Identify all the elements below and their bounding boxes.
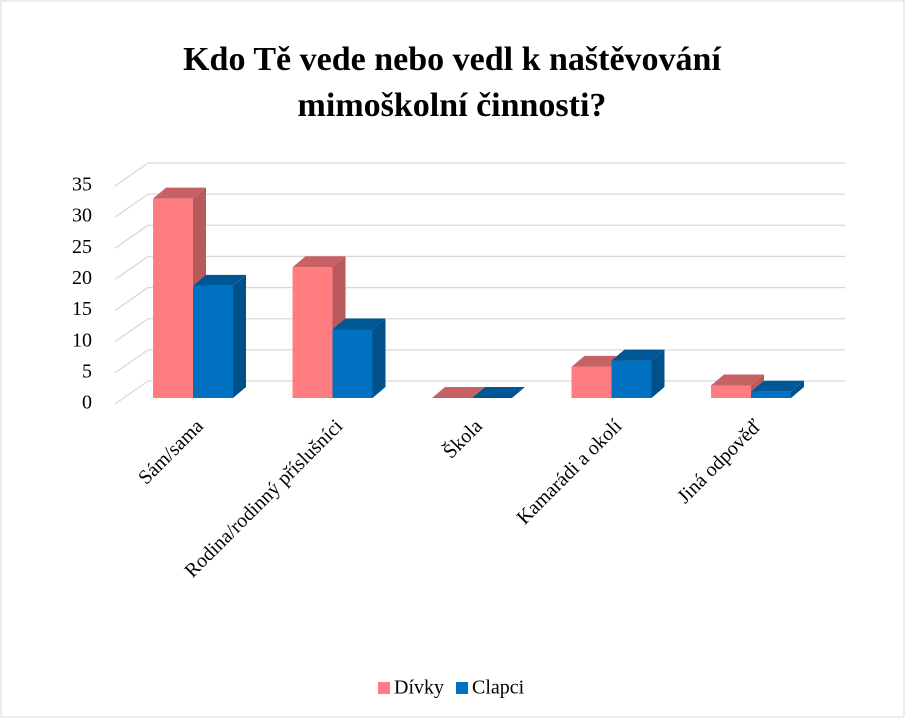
bar (751, 391, 791, 398)
legend-swatch (378, 682, 390, 694)
grid-line (114, 193, 845, 218)
y-tick-label: 10 (72, 329, 92, 351)
y-tick-label: 15 (72, 298, 92, 320)
grid-line (114, 255, 845, 280)
chart-title: Kdo Tě vede nebo vedl k naštěvování (183, 41, 721, 78)
grid-line (114, 349, 845, 374)
chart-title: mimoškolní činnosti? (298, 87, 607, 124)
bar-top (711, 374, 764, 386)
bar-top (193, 274, 246, 286)
grid-line (114, 286, 845, 312)
bar-top (751, 380, 804, 392)
bar-side (372, 318, 386, 398)
grid-line (114, 318, 845, 343)
bar-top (332, 318, 386, 330)
bar (193, 285, 233, 398)
grid-line (114, 224, 845, 249)
bar-top (472, 387, 525, 398)
bar-top (432, 387, 485, 398)
y-tick-label: 25 (72, 236, 92, 258)
bar-top (153, 187, 206, 199)
bar-top (611, 349, 665, 361)
legend-swatch (456, 682, 468, 694)
bar (711, 385, 751, 398)
bar-top (571, 355, 625, 367)
legend-label: Clapci (472, 677, 525, 699)
y-tick-label: 5 (82, 360, 92, 382)
bar (611, 360, 652, 398)
y-tick-label: 20 (72, 267, 92, 289)
bar (292, 267, 333, 398)
bar-side (233, 274, 246, 398)
y-tick-label: 35 (72, 174, 92, 196)
bar (153, 198, 193, 398)
bar (332, 329, 373, 398)
bar-side (791, 380, 804, 398)
bar-top (292, 256, 346, 268)
y-tick-label: 0 (82, 392, 92, 414)
grid-line (114, 162, 845, 187)
y-tick-label: 30 (72, 205, 92, 227)
bar-side (651, 349, 665, 398)
bar (571, 366, 612, 398)
legend-label: Dívky (394, 677, 444, 699)
